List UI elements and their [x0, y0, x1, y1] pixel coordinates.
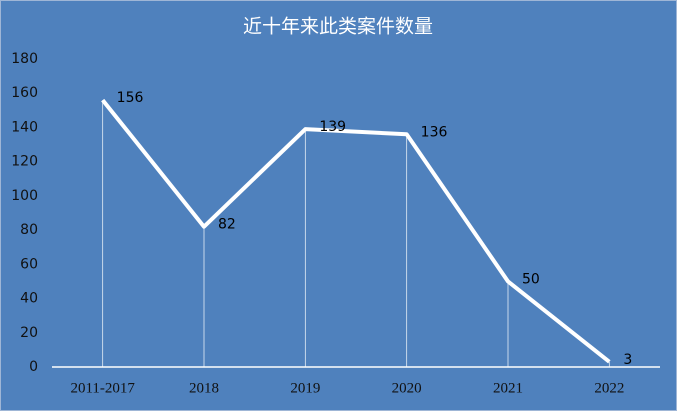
x-tick-label: 2022	[594, 380, 624, 396]
x-tick-label: 2020	[392, 380, 422, 396]
x-tick-label: 2021	[493, 380, 523, 396]
data-label: 136	[421, 124, 448, 140]
data-label: 3	[623, 352, 632, 368]
data-label: 50	[522, 271, 540, 287]
data-label: 156	[117, 90, 144, 106]
data-label: 139	[319, 119, 346, 135]
y-tick-label: 140	[11, 119, 38, 135]
x-tick-label: 2019	[290, 380, 320, 396]
x-tick-label: 2018	[189, 380, 219, 396]
y-tick-label: 80	[20, 222, 38, 238]
y-tick-label: 20	[20, 325, 38, 341]
y-tick-label: 160	[11, 85, 38, 101]
y-tick-label: 40	[20, 291, 38, 307]
y-tick-label: 100	[11, 188, 38, 204]
y-tick-label: 0	[29, 359, 38, 375]
y-tick-label: 180	[11, 51, 38, 67]
chart-title: 近十年来此类案件数量	[243, 16, 433, 38]
x-tick-label: 2011-2017	[70, 380, 135, 396]
data-line	[101, 98, 611, 364]
y-tick-label: 120	[11, 154, 38, 170]
data-label: 82	[218, 217, 236, 233]
y-tick-label: 60	[20, 256, 38, 272]
